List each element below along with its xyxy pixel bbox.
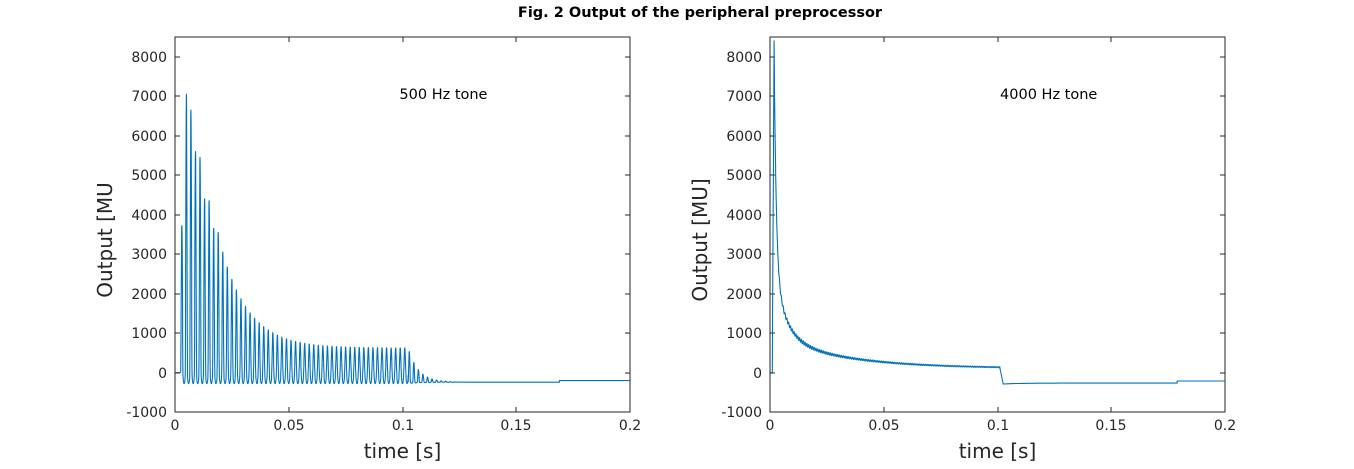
right-y-tick-label: 3000 xyxy=(726,247,762,263)
left-y-tick-label: 8000 xyxy=(131,50,167,66)
right-y-axis-label: Output [MU] xyxy=(688,178,712,301)
left-x-axis-label: time [s] xyxy=(364,439,442,463)
left-y-tick-label: 6000 xyxy=(131,129,167,145)
right-y-tick-label: 1000 xyxy=(726,326,762,342)
left-y-tick-label: 2000 xyxy=(131,287,167,303)
right-x-tick-label: 0.2 xyxy=(1214,418,1236,434)
right-x-tick-label: 0.1 xyxy=(987,418,1009,434)
right-y-tick-label: 4000 xyxy=(726,208,762,224)
right-y-tick-label: 6000 xyxy=(726,129,762,145)
left-y-tick-label: 4000 xyxy=(131,208,167,224)
left-x-tick-label: 0.2 xyxy=(619,418,641,434)
right-y-tick-label: 0 xyxy=(753,366,762,382)
left-y-tick-label: 1000 xyxy=(131,326,167,342)
left-y-tick-label: 5000 xyxy=(131,168,167,184)
right-axes: 0 0.05 0.1 0.15 0.2-100001000200030004000500… xyxy=(688,36,1236,463)
left-y-axis-label: Output [MU xyxy=(93,182,117,298)
right-y-tick-label: -1000 xyxy=(721,405,762,421)
left-x-tick-label: 0 xyxy=(171,418,180,434)
right-annotation: 4000 Hz tone xyxy=(1000,87,1097,103)
left-y-tick-label: 3000 xyxy=(131,247,167,263)
right-x-axis-label: time [s] xyxy=(959,439,1037,463)
figure-title: Fig. 2 Output of the peripheral preproce… xyxy=(517,5,883,21)
left-x-tick-label: 0.05 xyxy=(273,418,304,434)
right-x-tick-label: 0.15 xyxy=(1095,418,1126,434)
left-axes: 0 0.05 0.1 0.15 0.2-100001000200030004000500… xyxy=(93,36,641,463)
left-x-tick-label: 0.1 xyxy=(392,418,414,434)
left-y-tick-label: -1000 xyxy=(126,405,167,421)
right-x-tick-label: 0 xyxy=(766,418,775,434)
right-y-tick-label: 5000 xyxy=(726,168,762,184)
right-series-line xyxy=(769,40,1226,385)
right-y-tick-label: 7000 xyxy=(726,89,762,105)
left-annotation: 500 Hz tone xyxy=(399,87,487,103)
right-x-tick-label: 0.05 xyxy=(868,418,899,434)
right-y-tick-label: 2000 xyxy=(726,287,762,303)
left-x-tick-label: 0.15 xyxy=(500,418,531,434)
left-y-tick-label: 7000 xyxy=(131,89,167,105)
left-y-tick-label: 0 xyxy=(158,366,167,382)
right-y-tick-label: 8000 xyxy=(726,50,762,66)
left-series-line xyxy=(174,93,631,385)
